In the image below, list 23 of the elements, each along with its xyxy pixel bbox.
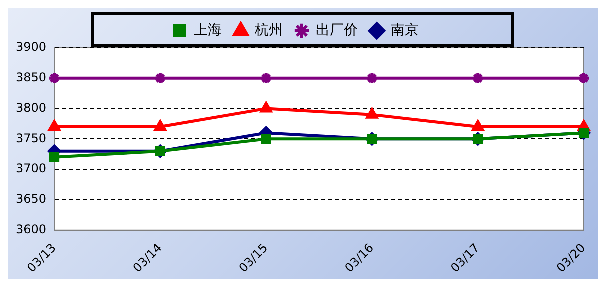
y-tick-label: 3650 (16, 192, 47, 206)
y-tick-label: 3600 (16, 222, 47, 236)
y-tick-label: 3900 (16, 40, 47, 54)
point (154, 72, 167, 85)
legend-label: 出厂价 (316, 22, 358, 39)
point (48, 120, 60, 132)
point (154, 120, 166, 132)
legend-label: 上海 (194, 22, 222, 39)
point (260, 72, 273, 85)
y-tick-label: 3800 (16, 100, 47, 115)
point (366, 108, 378, 119)
y-tick-label: 3850 (16, 70, 47, 85)
point (366, 72, 379, 85)
point (50, 152, 60, 162)
point (472, 72, 485, 85)
point (472, 120, 484, 132)
point (260, 102, 272, 113)
y-tick-label: 3700 (16, 162, 47, 176)
legend-label: 南京 (391, 22, 419, 39)
point (578, 128, 590, 138)
legend-label: 杭州 (254, 22, 283, 39)
point (261, 134, 272, 144)
y-tick-label: 3750 (16, 131, 47, 146)
